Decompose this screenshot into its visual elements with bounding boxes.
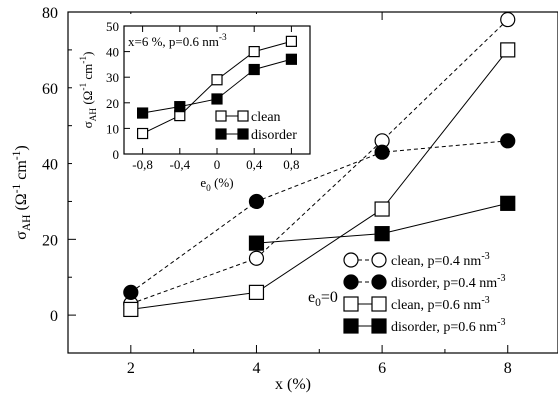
inset-data-point: [248, 45, 260, 58]
series-line: [130, 19, 509, 305]
inset-legend-marker: [237, 110, 249, 122]
data-point: [248, 284, 265, 300]
data-point: [248, 250, 265, 266]
inset-x-tick-label: -0,4: [170, 157, 191, 172]
inset-x-tick-label: 0,4: [246, 157, 263, 172]
inset-data-point: [174, 101, 186, 113]
annotation-e0: e0=0: [308, 289, 338, 309]
legend-label: clean, p=0.6 nm-3: [391, 295, 490, 313]
data-point: [500, 133, 516, 149]
y-tick-label: 60: [42, 81, 58, 98]
x-tick-label: 4: [252, 360, 260, 377]
series-line: [130, 140, 508, 293]
data-point: [123, 301, 139, 318]
legend-marker: [343, 252, 359, 268]
y-tick-label: 0: [50, 308, 58, 325]
inset-y-tick-label: 20: [106, 96, 119, 111]
x-tick-label: 8: [504, 360, 512, 377]
x-axis-title: x (%): [275, 376, 311, 393]
series-line: [130, 49, 509, 310]
data-point: [500, 11, 516, 28]
x-tick-label: 6: [378, 360, 386, 377]
legend: clean, p=0.4 nm-3 disorder, p=0.4 nm-3 cle…: [343, 251, 506, 335]
data-point: [500, 195, 516, 211]
inset-legend-marker: [215, 110, 227, 122]
x-tick-label: 2: [127, 360, 135, 377]
inset-legend-label: disorder: [251, 128, 297, 143]
inset-data-point: [248, 63, 260, 76]
data-point: [374, 201, 390, 217]
legend-label: disorder, p=0.6 nm-3: [391, 317, 506, 335]
inset-data-point: [285, 35, 297, 47]
inset-legend-marker: [237, 128, 249, 140]
inset-legend-label: clean: [251, 110, 281, 125]
inset-y-tick-label: 40: [106, 45, 119, 60]
y-tick-label: 40: [42, 157, 58, 174]
inset-x-tick-label: 0,8: [283, 157, 299, 172]
series-3: [123, 42, 516, 318]
data-point: [500, 42, 516, 58]
inset-data-point: [211, 93, 223, 105]
legend-marker: [343, 274, 359, 290]
data-point: [248, 193, 265, 210]
data-point: [123, 284, 139, 300]
legend-marker: [371, 274, 387, 290]
main-plot-frame: [67, 11, 558, 354]
inset-data-point: [137, 107, 149, 119]
inset-x-axis-title: e0 (%): [200, 175, 233, 194]
data-point: [374, 144, 390, 160]
legend-marker: [371, 252, 387, 268]
legend-marker: [343, 318, 359, 334]
y-tick-label: 80: [42, 5, 58, 22]
inset-y-tick-label: 50: [106, 19, 119, 34]
inset-series-2: [137, 53, 297, 119]
inset-x-tick-label: -0,8: [132, 157, 153, 172]
series-4: [248, 195, 516, 251]
legend-marker: [371, 318, 387, 334]
inset-y-axis-title: σAH (Ω-1 cm-1): [79, 52, 99, 129]
legend-label: disorder, p=0.4 nm-3: [391, 273, 506, 291]
inset-y-tick-label: 0: [113, 147, 120, 162]
y-axis-title: σAH (Ω-1 cm-1): [11, 145, 33, 240]
inset-legend-marker: [215, 128, 227, 140]
legend-marker: [371, 296, 387, 312]
inset-x-tick-label: 0: [214, 157, 221, 172]
data-point: [374, 226, 390, 242]
data-point: [248, 235, 265, 251]
inset: -0,8 -0,4 0 0,4 0,8 0 10 20 30 40 50 e0 (%) σAH (Ω-1…: [72, 14, 320, 194]
legend-marker: [343, 296, 359, 312]
legend-label: clean, p=0.4 nm-3: [391, 251, 490, 269]
inset-data-point: [285, 53, 297, 65]
inset-y-tick-label: 10: [106, 121, 119, 136]
inset-data-point: [211, 74, 223, 86]
inset-data-point: [137, 127, 149, 140]
series-2: [123, 133, 516, 300]
inset-y-tick-label: 30: [106, 70, 119, 85]
inset-annotation: x=6 %, p=0.6 nm-3: [128, 33, 227, 49]
inset-series-1: [137, 35, 297, 140]
y-tick-label: 20: [42, 232, 58, 249]
